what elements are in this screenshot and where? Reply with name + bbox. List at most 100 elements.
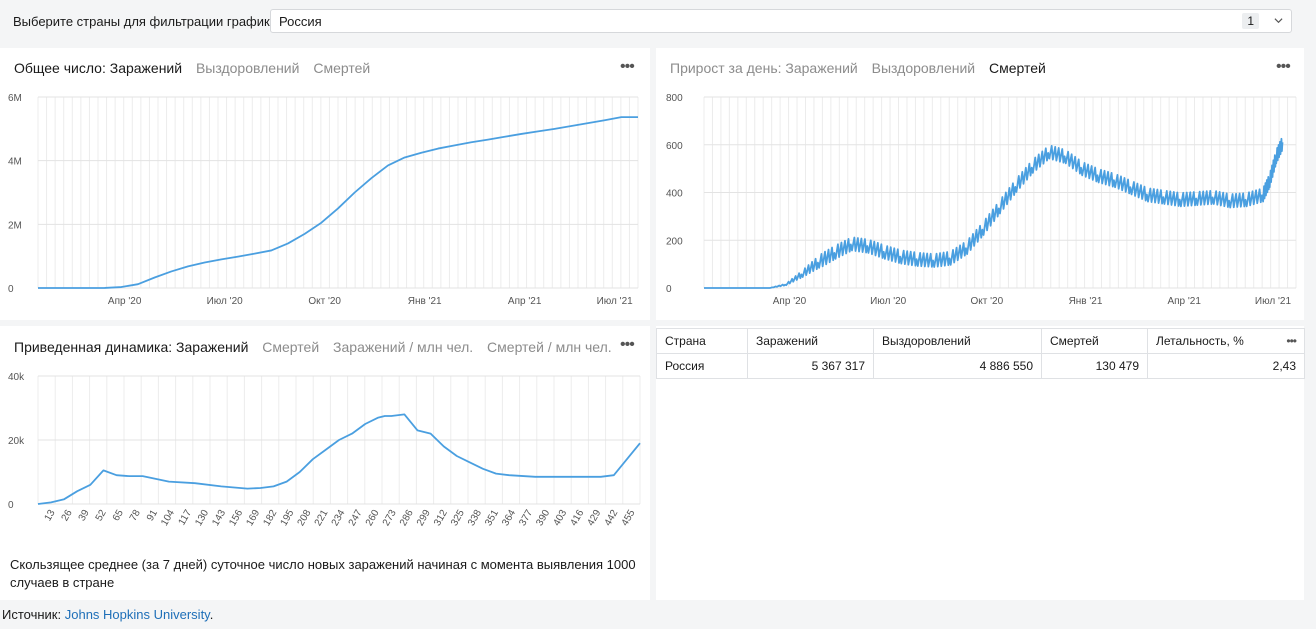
totals-tabs: Общее число: Заражений Выздоровлений Сме… xyxy=(14,60,380,76)
y-tick-label: 800 xyxy=(666,93,683,104)
dynamics-card: Приведенная динамика: Заражений Смертей … xyxy=(0,326,650,600)
header-country[interactable]: Страна xyxy=(656,328,748,354)
header-cases[interactable]: Заражений xyxy=(747,328,874,354)
tab-total-cases[interactable]: Общее число: Заражений xyxy=(14,60,183,76)
y-tick-label: 2M xyxy=(8,220,22,231)
series-line xyxy=(37,413,641,505)
x-tick-label: 273 xyxy=(381,508,399,528)
tab-dynamics-deaths[interactable]: Смертей xyxy=(262,339,320,355)
x-tick-label: 299 xyxy=(415,508,433,528)
totals-card: Общее число: Заражений Выздоровлений Сме… xyxy=(0,48,650,320)
tab-daily-cases[interactable]: Прирост за день: Заражений xyxy=(670,60,858,76)
y-tick-label: 600 xyxy=(666,141,683,152)
x-tick-label: 221 xyxy=(313,508,331,528)
y-tick-label: 0 xyxy=(666,284,672,295)
selected-country: Россия xyxy=(279,14,322,29)
x-tick-label: 26 xyxy=(60,508,75,524)
tab-dynamics-cases-per-million[interactable]: Заражений / млн чел. xyxy=(333,339,474,355)
x-tick-label: 130 xyxy=(193,508,211,528)
tab-daily-deaths[interactable]: Смертей xyxy=(989,60,1046,76)
x-tick-label: 78 xyxy=(128,508,143,524)
source-end: . xyxy=(209,607,214,622)
x-tick-label: Окт '20 xyxy=(308,296,341,307)
country-filter-select[interactable]: Россия 1 xyxy=(270,9,1292,33)
country-filter-label: Выберите страны для фильтрации графиков: xyxy=(13,14,288,29)
x-tick-label: 104 xyxy=(159,508,177,528)
x-tick-label: 143 xyxy=(210,508,228,528)
daily-chart: 0 200 400 600 800 Апр '20 Июл '20 Окт '20 Янв '2… xyxy=(666,93,1297,307)
x-tick-label: 13 xyxy=(43,508,58,524)
y-tick-label: 4M xyxy=(8,157,22,168)
header-recovered[interactable]: Выздоровлений xyxy=(873,328,1042,354)
x-tick-label: 52 xyxy=(94,508,109,524)
source-line: Источник: Johns Hopkins University. xyxy=(2,607,213,622)
x-tick-label: 156 xyxy=(227,508,245,528)
table-header-row: Страна Заражений Выздоровлений Смертей Л… xyxy=(656,328,1305,354)
x-tick-label: Апр '21 xyxy=(508,296,542,307)
y-tick-label: 0 xyxy=(8,500,14,511)
x-tick-label: 286 xyxy=(398,508,416,528)
x-tick-label: 195 xyxy=(279,508,297,528)
chevron-down-icon[interactable] xyxy=(1274,16,1283,25)
tab-total-deaths[interactable]: Смертей xyxy=(313,60,371,76)
x-tick-label: 169 xyxy=(244,508,262,528)
selected-count-badge: 1 xyxy=(1242,13,1259,29)
x-tick-label: Июл '21 xyxy=(1255,296,1292,307)
totals-chart: 0 2M 4M 6M Апр '20 Июл '20 Окт '20 Янв '21 Апр '… xyxy=(8,93,639,307)
y-tick-label: 40k xyxy=(8,372,25,383)
x-tick-label: Июл '20 xyxy=(870,296,907,307)
header-lethality-label: Летальность, % xyxy=(1156,334,1244,348)
x-tick-label: 377 xyxy=(517,508,535,528)
header-lethality[interactable]: Летальность, % ••• xyxy=(1147,328,1305,354)
x-tick-label: 182 xyxy=(261,508,279,528)
source-label: Источник: xyxy=(2,607,62,622)
x-tick-label: 91 xyxy=(145,508,160,524)
y-tick-label: 400 xyxy=(666,189,683,200)
x-tick-label: 351 xyxy=(483,508,501,528)
cell-cases: 5 367 317 xyxy=(747,353,874,379)
x-tick-label: Июл '20 xyxy=(207,296,244,307)
tab-total-recovered[interactable]: Выздоровлений xyxy=(195,60,300,76)
table-menu-icon[interactable]: ••• xyxy=(1286,334,1297,348)
dynamics-menu-icon[interactable]: ••• xyxy=(620,336,635,353)
cell-country: Россия xyxy=(656,353,748,379)
x-tick-label: 338 xyxy=(466,508,484,528)
x-tick-label: 403 xyxy=(551,508,569,528)
daily-menu-icon[interactable]: ••• xyxy=(1276,58,1291,75)
cell-deaths: 130 479 xyxy=(1041,353,1148,379)
x-tick-label: 442 xyxy=(603,508,621,528)
source-link[interactable]: Johns Hopkins University xyxy=(64,607,210,622)
y-tick-label: 6M xyxy=(8,93,22,104)
x-tick-label: Янв '21 xyxy=(408,296,442,307)
daily-card: Прирост за день: Заражений Выздоровлений… xyxy=(656,48,1304,320)
x-tick-label: 416 xyxy=(568,508,586,528)
header-deaths[interactable]: Смертей xyxy=(1041,328,1148,354)
tab-dynamics-deaths-per-million[interactable]: Смертей / млн чел. xyxy=(487,339,612,355)
tab-daily-recovered[interactable]: Выздоровлений xyxy=(871,60,976,76)
x-tick-label: 117 xyxy=(177,508,195,528)
cell-lethality: 2,43 xyxy=(1147,353,1305,379)
table-row: Россия 5 367 317 4 886 550 130 479 2,43 xyxy=(656,353,1305,379)
series-line xyxy=(38,116,638,289)
x-tick-label: Апр '20 xyxy=(773,296,807,307)
dynamics-tabs: Приведенная динамика: Заражений Смертей … xyxy=(14,339,622,355)
x-tick-label: 455 xyxy=(620,508,638,528)
x-tick-label: Янв '21 xyxy=(1069,296,1103,307)
x-tick-label: 429 xyxy=(586,508,604,528)
x-tick-label: 325 xyxy=(449,508,467,528)
x-tick-label: 208 xyxy=(296,508,314,528)
cell-recovered: 4 886 550 xyxy=(873,353,1042,379)
x-tick-label: Окт '20 xyxy=(971,296,1004,307)
x-tick-label: 390 xyxy=(534,508,552,528)
y-tick-label: 20k xyxy=(8,436,25,447)
y-tick-label: 0 xyxy=(8,284,14,295)
y-tick-label: 200 xyxy=(666,236,683,247)
x-tick-label: 364 xyxy=(500,508,518,528)
tab-dynamics-cases[interactable]: Приведенная динамика: Заражений xyxy=(14,339,249,355)
x-tick-label: 39 xyxy=(77,508,92,524)
dynamics-caption: Скользящее среднее (за 7 дней) суточное … xyxy=(10,557,636,590)
totals-menu-icon[interactable]: ••• xyxy=(620,58,635,75)
x-tick-label: 234 xyxy=(330,508,348,528)
series-line xyxy=(704,137,1284,289)
